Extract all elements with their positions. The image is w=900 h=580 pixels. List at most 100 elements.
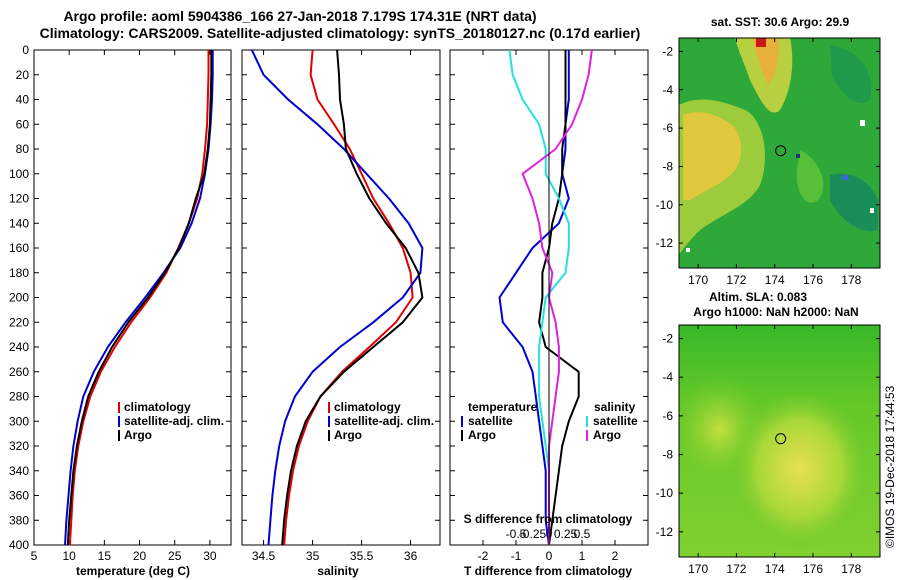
salinity-x-axis: 34.5 35 35.5 36	[252, 50, 418, 563]
map-y-tick-label: -6	[662, 121, 673, 135]
depth-tick-label: 400	[9, 538, 29, 552]
salinity-lines	[250, 50, 424, 545]
map-x-tick-label: 172	[726, 273, 746, 287]
depth-tick-label: 240	[9, 340, 29, 354]
sst-cool-patch	[830, 173, 878, 231]
depth-tick-label: 280	[9, 390, 29, 404]
x-tick-label: 10	[62, 549, 76, 563]
legend-heading-salinity: salinity	[594, 400, 636, 414]
s-difference-axis-label: S difference from climatology	[464, 512, 633, 526]
sst-heatmap	[679, 38, 880, 268]
legend-label-argo: Argo	[124, 428, 152, 442]
sst-missing-pixel	[686, 248, 690, 252]
x-tick-label: 36	[404, 549, 418, 563]
map-x-tick-label: 176	[803, 562, 823, 576]
depth-tick-label: 100	[9, 167, 29, 181]
legend-label-argo: Argo	[334, 428, 362, 442]
map-y-tick-label: -2	[662, 332, 673, 346]
map-y-tick-label: -4	[662, 370, 673, 384]
series-line-argo	[281, 50, 424, 545]
sla-map-frame	[678, 324, 881, 558]
map-x-tick-label: 174	[765, 562, 785, 576]
salinity-axis-label: salinity	[317, 564, 359, 578]
temperature-plot-frame	[33, 49, 232, 546]
map-y-tick-label: -6	[662, 409, 673, 423]
map-y-tick-label: -4	[662, 83, 673, 97]
legend-label-climatology: climatology	[334, 400, 401, 414]
imos-credit: ©IMOS 19-Dec-2018 17:44:53	[883, 385, 897, 548]
temperature-axis-label: temperature (deg C)	[76, 564, 190, 578]
depth-tick-label: 120	[9, 192, 29, 206]
temperature-panel: 0 20 40 60 80 100 120 140 160 180 200 220 240 260 280 3…	[9, 43, 232, 578]
sla-map-subtitle: Argo h1000: NaN h2000: NaN	[693, 305, 858, 319]
x-tick-label: -2	[478, 549, 489, 563]
map-x-tick-label: 172	[726, 562, 746, 576]
depth-tick-label: 380	[9, 513, 29, 527]
t-difference-x-axis: -2 -1 0 1 2	[478, 50, 619, 563]
x-tick-label: 5	[31, 549, 38, 563]
x-tick-label: 15	[98, 549, 112, 563]
map-y-tick-label: -2	[662, 44, 673, 58]
legend-label-temperature-argo: Argo	[468, 428, 496, 442]
map-y-tick-label: -12	[656, 525, 674, 539]
s-diff-tick-label: -0.5	[506, 527, 527, 541]
depth-tick-label: 140	[9, 216, 29, 230]
salinity-legend: climatology satellite-adj. clim. Argo	[328, 400, 434, 442]
x-tick-label: 2	[612, 549, 619, 563]
map-y-tick-label: -8	[662, 159, 673, 173]
legend-label-temperature-satellite: satellite	[468, 414, 513, 428]
depth-tick-label: 340	[9, 464, 29, 478]
legend-heading-temperature: temperature	[468, 400, 538, 414]
s-diff-tick-label: -0.25	[519, 527, 547, 541]
argo-location-marker	[775, 145, 787, 157]
temperature-x-axis: 5 10 15 20 25 30	[31, 50, 217, 563]
sla-map-axes: 170 172 174 176 178 -2 -4 -6 -8 -10 -12	[656, 325, 880, 576]
legend-label-climatology: climatology	[124, 400, 191, 414]
depth-axis: 0 20 40 60 80 100 120 140 160 180 200 220 240 260 280 3…	[9, 43, 231, 552]
series-line-satellite-adj-clim-	[64, 50, 214, 545]
sst-map: sat. SST: 30.6 Argo: 29.9 170 172 174 176 17…	[656, 15, 881, 287]
series-line-temperature-argo	[538, 50, 580, 545]
series-line-salinity-argo	[521, 50, 593, 545]
sst-north-warm	[735, 38, 793, 113]
salinity-depth-ticks	[242, 49, 440, 546]
t-difference-axis-label: T difference from climatology	[464, 564, 632, 578]
figure-title-line2: Climatology: CARS2009. Satellite-adjuste…	[40, 25, 641, 41]
map-x-tick-label: 170	[688, 273, 708, 287]
map-x-tick-label: 176	[803, 273, 823, 287]
sst-cold-pixel	[796, 154, 800, 158]
legend-label-salinity-satellite: satellite	[593, 414, 638, 428]
series-line-satellite-adj-clim-	[250, 50, 424, 545]
difference-lines	[498, 50, 593, 545]
legend-label-satellite: satellite-adj. clim.	[334, 414, 434, 428]
series-line-argo	[66, 50, 213, 545]
salinity-plot-frame	[241, 49, 441, 546]
depth-tick-label: 0	[22, 43, 29, 57]
sst-cold-pixel	[842, 175, 848, 180]
difference-panel: -2 -1 0 1 2 -0.5-0.25 00.250.5 S difference f…	[449, 49, 649, 578]
figure-title-line1: Argo profile: aoml 5904386_166 27-Jan-20…	[63, 8, 536, 24]
depth-tick-label: 160	[9, 241, 29, 255]
temperature-legend: climatology satellite-adj. clim. Argo	[118, 400, 224, 442]
depth-tick-label: 60	[16, 117, 30, 131]
salinity-panel: 34.5 35 35.5 36 salinity climatology satell…	[241, 49, 441, 578]
depth-tick-label: 80	[16, 142, 30, 156]
x-tick-label: -1	[511, 549, 522, 563]
series-line-climatology	[68, 50, 210, 545]
legend-label-satellite: satellite-adj. clim.	[124, 414, 224, 428]
map-y-tick-label: -10	[656, 486, 674, 500]
sst-north-hot	[752, 38, 779, 85]
depth-tick-label: 300	[9, 414, 29, 428]
temperature-lines	[64, 50, 214, 545]
x-tick-label: 34.5	[252, 549, 276, 563]
legend-label-salinity-argo: Argo	[593, 428, 621, 442]
map-x-tick-label: 178	[841, 562, 861, 576]
depth-tick-label: 360	[9, 489, 29, 503]
x-tick-label: 20	[133, 549, 147, 563]
depth-tick-label: 20	[16, 68, 30, 82]
map-x-tick-label: 178	[841, 273, 861, 287]
map-y-tick-label: -10	[656, 198, 674, 212]
x-tick-label: 0	[546, 549, 553, 563]
sla-hot-region	[679, 325, 880, 557]
argo-location-marker	[775, 433, 787, 445]
